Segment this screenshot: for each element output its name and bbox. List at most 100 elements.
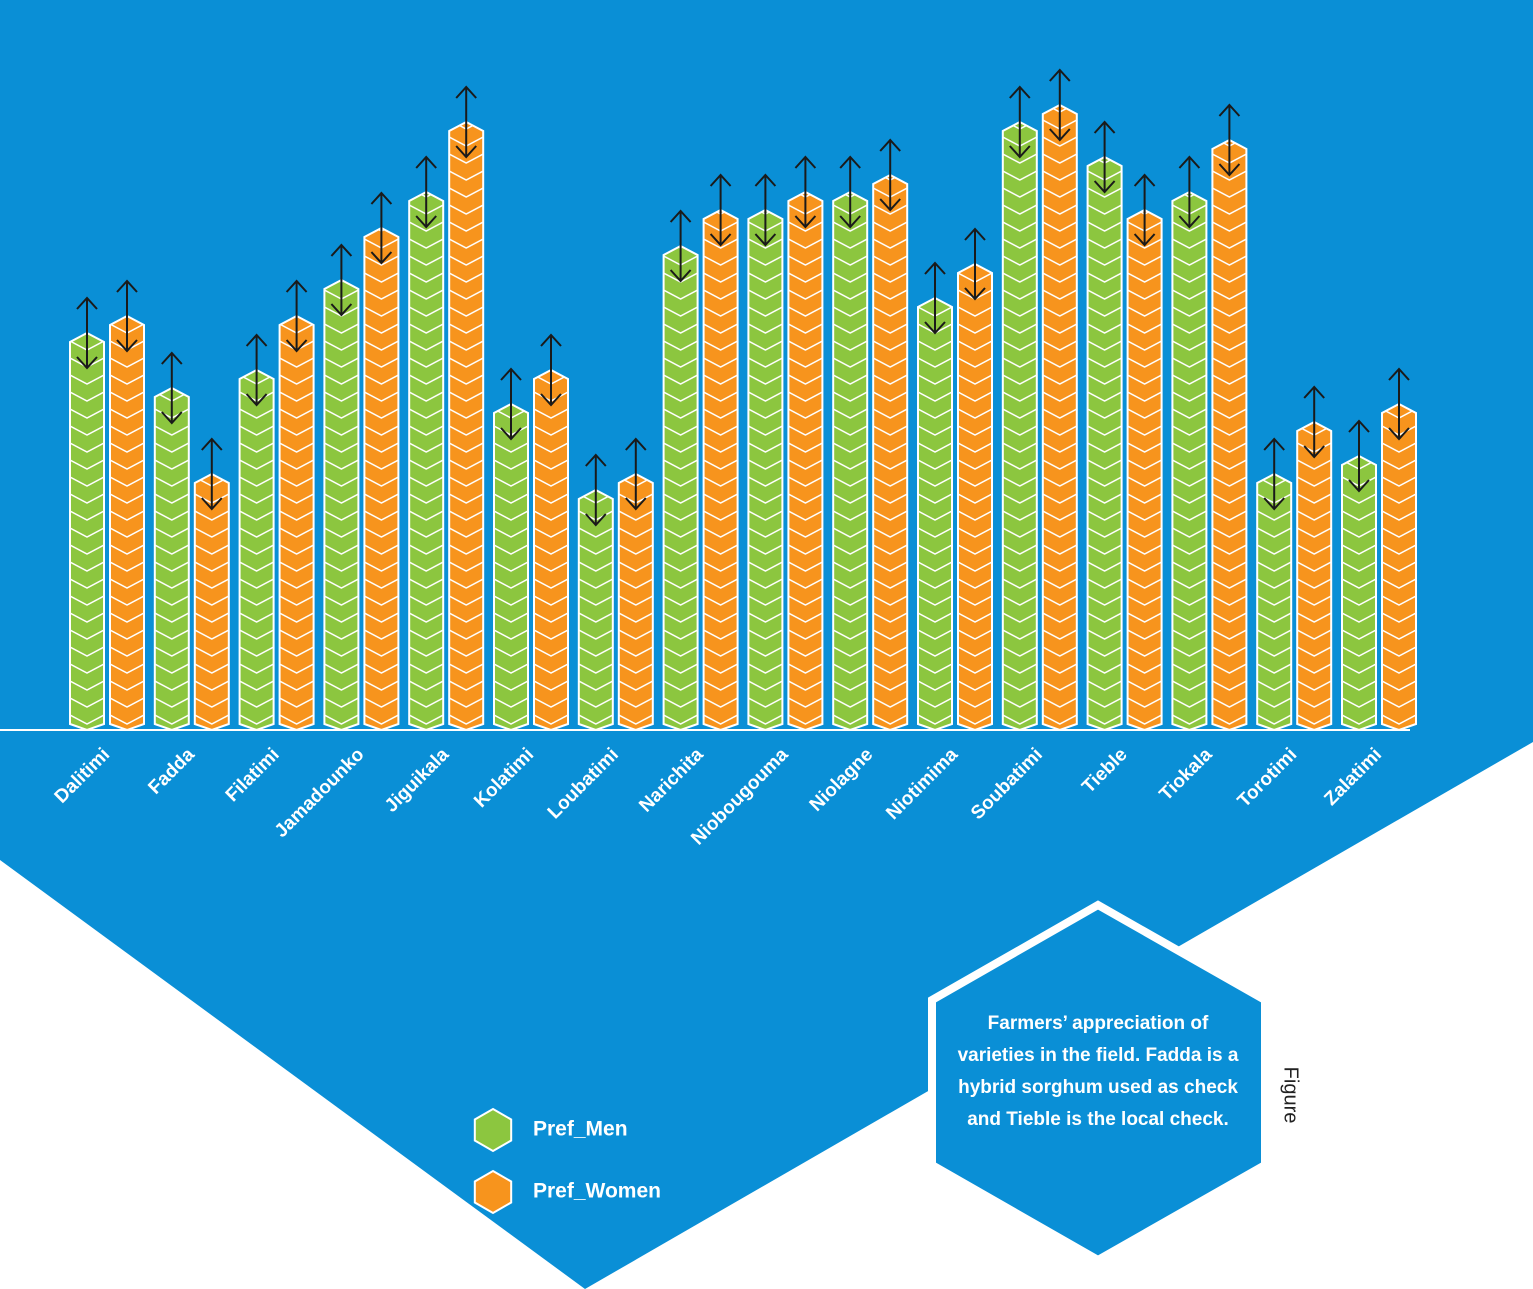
bar-texture <box>194 474 229 730</box>
error-arrow <box>1178 215 1201 229</box>
error-bar <box>625 437 647 511</box>
error-arrow <box>245 393 268 407</box>
error-bar <box>330 243 353 317</box>
bar-texture <box>703 210 738 730</box>
error-arrow <box>1049 128 1071 142</box>
bar-texture <box>1342 456 1376 730</box>
bar-texture <box>788 192 823 730</box>
error-bar <box>1093 120 1116 194</box>
error-arrow <box>625 437 647 451</box>
error-arrow <box>540 393 562 407</box>
error-bar <box>76 296 98 370</box>
error-bar <box>1218 103 1241 177</box>
error-arrow <box>709 233 732 247</box>
bar-texture <box>1002 122 1037 730</box>
error-arrow <box>415 155 437 169</box>
bar-texture <box>534 370 568 730</box>
error-arrow <box>116 279 138 293</box>
error-arrow <box>455 85 477 99</box>
error-arrow <box>794 215 817 229</box>
error-bar <box>1049 68 1071 142</box>
error-arrow <box>1133 233 1156 247</box>
error-arrow <box>1218 103 1241 117</box>
error-arrow <box>1303 385 1325 399</box>
bar-texture <box>494 404 528 730</box>
bar-texture <box>324 280 359 730</box>
error-bar <box>116 279 138 353</box>
error-arrow <box>709 173 732 187</box>
bar-texture <box>154 388 189 730</box>
error-arrow <box>585 453 607 467</box>
error-arrow <box>1049 68 1071 82</box>
error-arrow <box>1009 145 1031 159</box>
error-arrow <box>1388 427 1410 441</box>
error-arrow <box>1093 120 1116 134</box>
legend-marker <box>473 1169 513 1215</box>
error-arrow <box>964 227 986 241</box>
error-bar <box>370 191 393 265</box>
bar-texture <box>748 210 783 730</box>
bar-texture <box>958 264 992 730</box>
error-arrow <box>1093 180 1116 194</box>
error-arrow <box>285 279 308 293</box>
error-bar <box>709 173 732 247</box>
error-arrow <box>1263 437 1285 451</box>
error-arrow <box>924 261 946 275</box>
legend-label: Pref_Women <box>533 1180 661 1203</box>
error-arrow <box>76 356 98 370</box>
error-bar <box>161 351 183 425</box>
error-bar <box>1348 419 1370 493</box>
bar-texture <box>873 175 908 730</box>
error-arrow <box>1348 419 1370 433</box>
bar-texture <box>578 490 613 730</box>
error-bar <box>540 333 562 407</box>
error-arrow <box>585 513 607 527</box>
error-bar <box>964 227 986 301</box>
error-arrow <box>540 333 562 347</box>
bar-texture <box>1172 192 1207 730</box>
error-bar <box>455 85 477 159</box>
bar-texture <box>833 192 868 730</box>
error-bar <box>1178 155 1201 229</box>
error-arrow <box>924 321 946 335</box>
error-bar <box>201 437 223 511</box>
error-bar <box>794 155 817 229</box>
error-arrow <box>1218 163 1241 177</box>
error-bar <box>924 261 946 335</box>
error-arrow <box>201 437 223 451</box>
error-arrow <box>500 367 522 381</box>
error-arrow <box>161 351 183 365</box>
error-arrow <box>839 155 861 169</box>
error-arrow <box>669 269 692 283</box>
bar-texture <box>110 316 144 730</box>
bar-texture <box>918 298 952 730</box>
error-arrow <box>1348 479 1370 493</box>
error-bar <box>1009 85 1031 159</box>
error-arrow <box>161 411 183 425</box>
error-bar <box>669 209 692 283</box>
bar-texture <box>663 246 698 730</box>
error-arrow <box>879 198 901 212</box>
error-arrow <box>245 333 268 347</box>
note-hexagon <box>928 900 1269 1265</box>
error-arrow <box>794 155 817 169</box>
error-arrow <box>500 427 522 441</box>
error-arrow <box>754 173 777 187</box>
error-arrow <box>415 215 437 229</box>
error-arrow <box>370 191 393 205</box>
error-arrow <box>839 215 861 229</box>
error-arrow <box>330 243 353 257</box>
error-bar <box>245 333 268 407</box>
error-bar <box>879 138 901 212</box>
bar-texture <box>1042 105 1077 730</box>
error-arrow <box>1303 445 1325 459</box>
bar-texture <box>70 333 104 730</box>
error-arrow <box>964 287 986 301</box>
bar-texture <box>1382 404 1416 730</box>
annotation: Farmers’ appreciation of varieties in th… <box>957 1013 1239 1130</box>
error-arrow <box>625 497 647 511</box>
bar-texture <box>1212 140 1247 730</box>
figure-number: 2 <box>1260 1158 1301 1178</box>
bar-texture <box>239 370 274 730</box>
